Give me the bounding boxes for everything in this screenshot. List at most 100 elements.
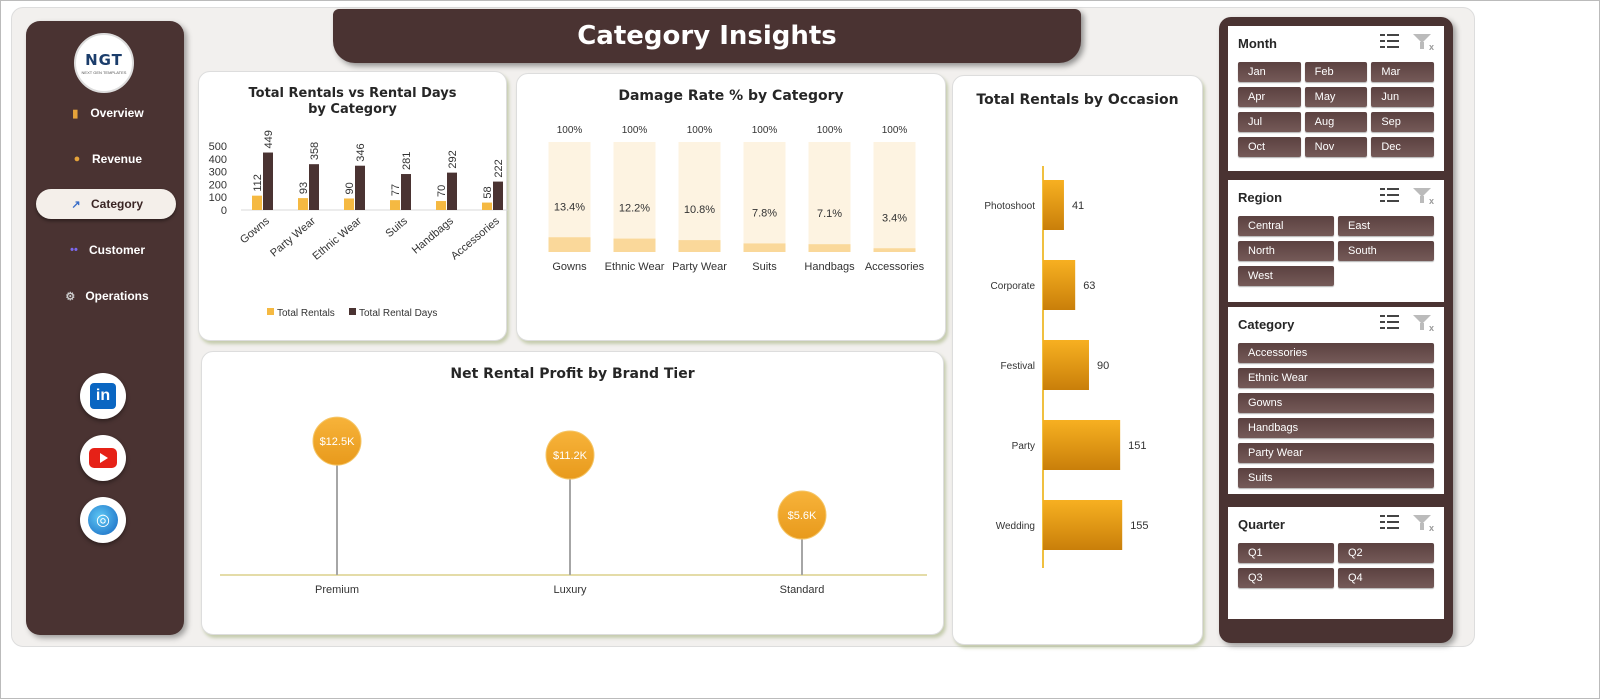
bar-total-rental-days xyxy=(401,174,411,210)
clear-filter-icon[interactable]: x xyxy=(1412,186,1434,206)
slicer-item[interactable]: Dec xyxy=(1371,137,1434,157)
data-label: 449 xyxy=(263,130,275,148)
bar-background xyxy=(548,142,591,252)
nav-revenue[interactable]: ● Revenue xyxy=(36,144,176,174)
x-tick-label: Luxury xyxy=(553,584,587,596)
slicer-item[interactable]: Jun xyxy=(1371,87,1434,107)
bar-background xyxy=(808,142,851,252)
slicer-item[interactable]: Nov xyxy=(1304,137,1368,157)
slicer-item[interactable]: Q3 xyxy=(1238,568,1334,588)
x-tick-label: Handbags xyxy=(804,261,855,273)
rentals-chart-card: Total Rentals vs Rental Days by Category… xyxy=(198,71,508,341)
x-tick-label: Accessories xyxy=(865,261,925,273)
bar-total-rentals xyxy=(252,195,262,210)
nav-label: Revenue xyxy=(91,152,143,166)
linkedin-link[interactable]: in xyxy=(80,373,126,419)
data-label: 58 xyxy=(482,186,494,198)
slicer-item[interactable]: Apr xyxy=(1238,87,1301,107)
slicer-item[interactable]: Feb xyxy=(1304,62,1368,82)
background-label: 100% xyxy=(687,125,713,136)
slicer-item[interactable]: Q2 xyxy=(1338,543,1434,563)
y-tick-label: Wedding xyxy=(996,521,1035,532)
slicer-item[interactable]: Central xyxy=(1238,216,1334,236)
bar-background xyxy=(873,142,916,252)
y-tick-label: Corporate xyxy=(991,281,1036,292)
slicer-item[interactable]: Q4 xyxy=(1338,568,1434,588)
money-bag-icon: ● xyxy=(73,153,81,165)
bar-rentals xyxy=(1043,180,1064,230)
lollipop-marker xyxy=(545,430,595,480)
sidebar: NGT NEXT GEN TEMPLATES ▮ Overview ● Reve… xyxy=(26,21,184,635)
multi-select-icon[interactable] xyxy=(1380,513,1400,531)
data-label: 13.4% xyxy=(554,201,585,213)
slicer-title: Region xyxy=(1238,190,1283,205)
bar-background xyxy=(678,142,721,252)
slicer-region: Region x Central East North South West xyxy=(1228,180,1444,302)
slicer-item[interactable]: East xyxy=(1338,216,1434,236)
data-label: $5.6K xyxy=(788,510,817,522)
slicer-item[interactable]: Gowns xyxy=(1238,393,1434,413)
background-label: 100% xyxy=(817,125,843,136)
slicer-item[interactable]: Jul xyxy=(1238,112,1301,132)
nav-category[interactable]: ↗ Category xyxy=(36,189,176,219)
data-label: 112 xyxy=(252,174,264,192)
data-label: 346 xyxy=(355,143,367,161)
website-link[interactable]: ◎ xyxy=(80,497,126,543)
data-label: 41 xyxy=(1072,200,1084,212)
bar-total-rental-days xyxy=(263,152,273,210)
nav-overview[interactable]: ▮ Overview xyxy=(36,98,176,128)
slicer-item[interactable]: Suits xyxy=(1238,468,1434,488)
damage-chart-card: Damage Rate % by Category 100% 13.4% Gowns… xyxy=(516,73,946,341)
bar-total-rental-days xyxy=(355,165,365,210)
multi-select-icon[interactable] xyxy=(1380,186,1400,204)
multi-select-icon[interactable] xyxy=(1380,313,1400,331)
line-chart-icon: ↗ xyxy=(71,198,81,211)
x-tick-label: Gowns xyxy=(552,261,587,273)
slicer-item[interactable]: South xyxy=(1338,241,1434,261)
legend-label: Total Rentals xyxy=(277,308,335,319)
nav-label: Customer xyxy=(88,243,145,257)
bar-total-rentals xyxy=(436,201,446,210)
slicer-item[interactable]: Handbags xyxy=(1238,418,1434,438)
page-title: Category Insights xyxy=(577,21,837,51)
slicer-item[interactable]: May xyxy=(1304,87,1368,107)
slicer-item[interactable]: North xyxy=(1238,241,1334,261)
slicer-item[interactable]: Jan xyxy=(1238,62,1301,82)
bar-total-rentals xyxy=(482,202,492,210)
multi-select-icon[interactable] xyxy=(1380,32,1400,50)
data-label: $12.5K xyxy=(320,436,356,448)
youtube-link[interactable] xyxy=(80,435,126,481)
linkedin-icon: in xyxy=(90,383,116,409)
clear-filter-icon[interactable]: x xyxy=(1412,313,1434,333)
slicer-item[interactable]: West xyxy=(1238,266,1334,286)
slicer-item[interactable]: Ethnic Wear xyxy=(1238,368,1434,388)
slicer-item[interactable]: Aug xyxy=(1304,112,1368,132)
bar-rentals xyxy=(1043,340,1089,390)
data-label: 77 xyxy=(390,184,402,196)
legend-swatch xyxy=(267,308,274,315)
clear-filter-icon[interactable]: x xyxy=(1412,32,1434,52)
legend-label: Total Rental Days xyxy=(359,308,437,319)
background-label: 100% xyxy=(557,125,583,136)
slicer-item[interactable]: Party Wear xyxy=(1238,443,1434,463)
x-tick-label: Ethnic Wear xyxy=(310,215,364,263)
slicer-item[interactable]: Q1 xyxy=(1238,543,1334,563)
nav-operations[interactable]: ⚙ Operations xyxy=(36,281,176,311)
bar-damage-rate xyxy=(613,238,656,252)
lollipop-marker xyxy=(312,416,362,466)
x-tick-label: Suits xyxy=(752,261,777,273)
x-tick-label: Premium xyxy=(315,584,359,596)
slicer-item[interactable]: Mar xyxy=(1371,62,1434,82)
slicer-item[interactable]: Accessories xyxy=(1238,343,1434,363)
bar-total-rentals xyxy=(344,198,354,210)
data-label: 12.2% xyxy=(619,203,650,215)
data-label: 151 xyxy=(1128,440,1146,452)
bar-background xyxy=(613,142,656,252)
nav-customer[interactable]: •• Customer xyxy=(36,235,176,265)
slicer-quarter: Quarter x Q1 Q2 Q3 Q4 xyxy=(1228,507,1444,619)
slicer-item[interactable]: Oct xyxy=(1238,137,1301,157)
slicer-item[interactable]: Sep xyxy=(1371,112,1434,132)
bar-damage-rate xyxy=(548,237,591,252)
clear-filter-icon[interactable]: x xyxy=(1412,513,1434,533)
